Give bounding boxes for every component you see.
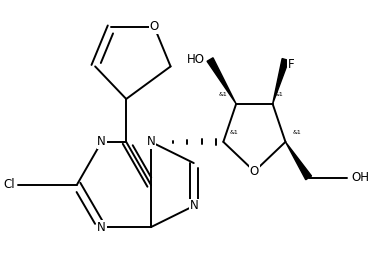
Text: &1: &1 [219,92,228,97]
Text: N: N [189,200,198,213]
Text: N: N [147,135,155,148]
Text: N: N [97,221,106,234]
Text: &1: &1 [275,92,283,97]
Polygon shape [273,59,289,104]
Text: &1: &1 [230,130,239,135]
Text: HO: HO [187,53,205,66]
Polygon shape [285,142,312,180]
Text: OH: OH [352,171,370,184]
Text: N: N [97,135,106,148]
Text: F: F [288,58,295,71]
Text: Cl: Cl [4,178,15,191]
Text: O: O [250,165,259,178]
Text: O: O [150,21,159,34]
Text: &1: &1 [292,130,301,135]
Polygon shape [207,58,236,104]
